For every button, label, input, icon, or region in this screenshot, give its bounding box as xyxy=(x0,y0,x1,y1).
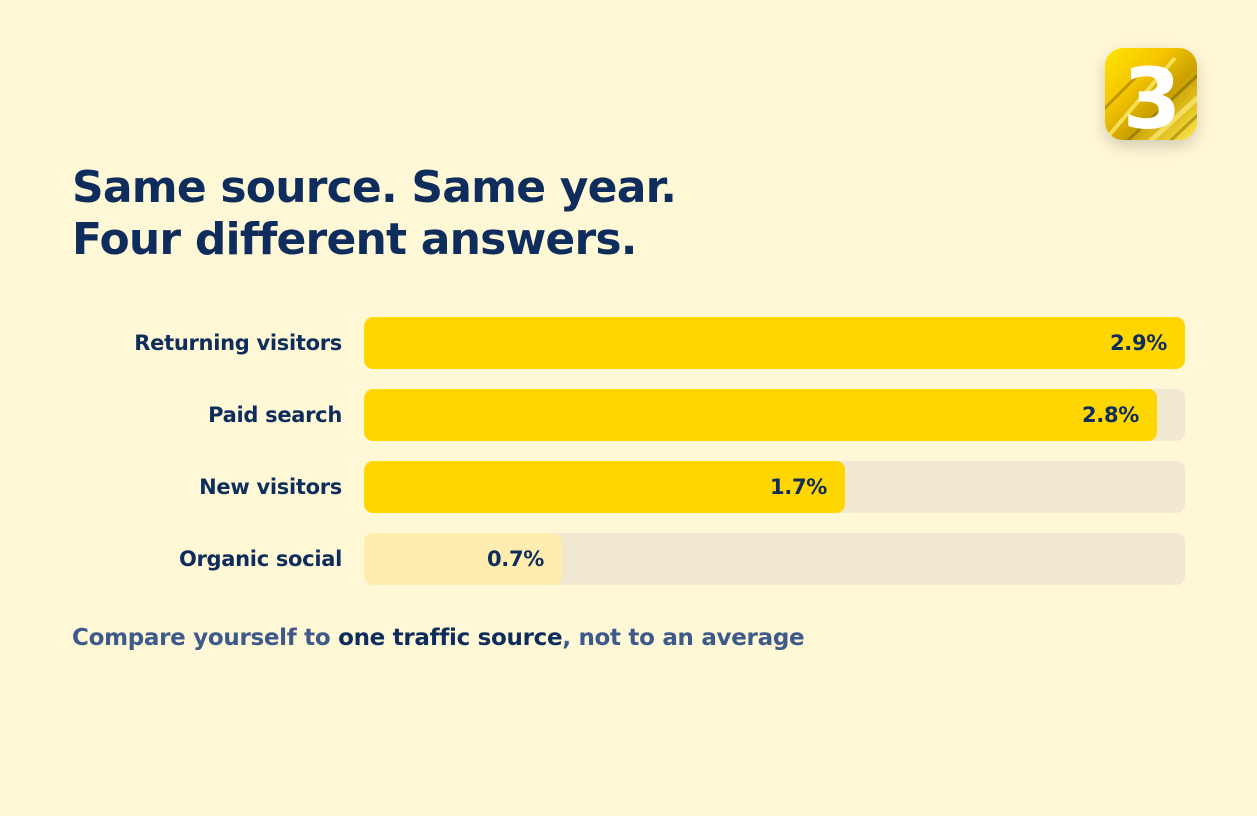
category-label: Returning visitors xyxy=(134,331,342,355)
bar xyxy=(364,317,1185,369)
brand-logo: 3 xyxy=(1105,48,1197,140)
category-label: Organic social xyxy=(178,547,342,571)
bar-track: 1.7% xyxy=(364,461,1185,513)
bar xyxy=(364,389,1157,441)
data-label: 2.8% xyxy=(1081,403,1139,427)
category-label: New visitors xyxy=(199,475,342,499)
caption-emphasis: one traffic source xyxy=(338,625,563,651)
bar-row: New visitors 1.7% xyxy=(0,461,1257,513)
data-label: 0.7% xyxy=(486,547,544,571)
bar-row: Organic social 0.7% xyxy=(0,533,1257,585)
bar-row: Paid search 2.8% xyxy=(0,389,1257,441)
logo-text: 3 xyxy=(1123,50,1181,140)
bar-track: 2.9% xyxy=(364,317,1185,369)
data-label: 1.7% xyxy=(769,475,827,499)
bar-track: 2.8% xyxy=(364,389,1185,441)
bar-track: 0.7% xyxy=(364,533,1185,585)
bar xyxy=(364,461,845,513)
bar-row: Returning visitors 2.9% xyxy=(0,317,1257,369)
bar-chart: Returning visitors 2.9% Paid search 2.8% New… xyxy=(0,317,1257,587)
page-title: Same source. Same year. Four different a… xyxy=(72,162,677,266)
title-line-2: Four different answers. xyxy=(72,214,637,265)
category-label: Paid search xyxy=(208,403,342,427)
data-label: 2.9% xyxy=(1109,331,1167,355)
bar xyxy=(364,533,562,585)
title-line-1: Same source. Same year. xyxy=(72,162,677,213)
number-three-logo-icon: 3 xyxy=(1105,48,1197,140)
caption: Compare yourself to one traffic source, … xyxy=(72,622,805,654)
caption-part-1: Compare yourself to xyxy=(72,625,339,651)
caption-part-2: , not to an average xyxy=(562,625,805,651)
